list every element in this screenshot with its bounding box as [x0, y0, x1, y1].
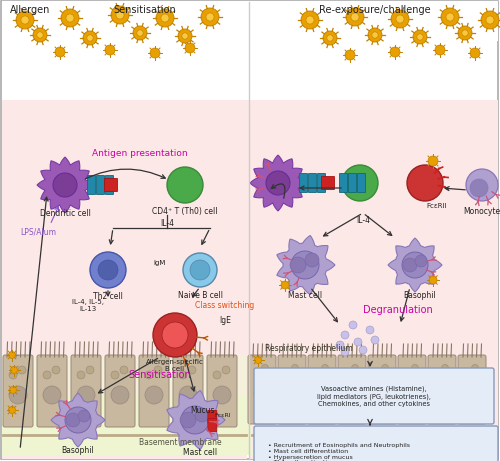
Circle shape: [9, 386, 27, 404]
Circle shape: [98, 260, 118, 280]
Circle shape: [9, 371, 17, 379]
Circle shape: [33, 28, 47, 42]
Circle shape: [161, 14, 169, 22]
Circle shape: [65, 407, 91, 433]
FancyBboxPatch shape: [173, 355, 203, 427]
FancyBboxPatch shape: [208, 419, 217, 431]
Circle shape: [417, 34, 423, 40]
Text: Allergen-specific
B cell: Allergen-specific B cell: [146, 359, 204, 372]
Polygon shape: [250, 155, 306, 211]
FancyBboxPatch shape: [254, 368, 494, 424]
Circle shape: [55, 47, 65, 57]
Circle shape: [156, 9, 174, 27]
FancyBboxPatch shape: [208, 410, 217, 423]
Circle shape: [458, 26, 472, 40]
Circle shape: [466, 169, 498, 201]
Circle shape: [213, 386, 231, 404]
Text: • Recruitment of Eosinophils and Neutrophils
• Mast cell differentiation
• Hyper: • Recruitment of Eosinophils and Neutrop…: [268, 443, 410, 461]
Circle shape: [413, 30, 427, 44]
Circle shape: [434, 385, 450, 401]
Circle shape: [382, 365, 388, 372]
Circle shape: [336, 341, 344, 349]
Text: IgE: IgE: [219, 315, 231, 325]
Circle shape: [346, 8, 364, 26]
Circle shape: [154, 366, 162, 374]
Polygon shape: [388, 238, 442, 292]
Circle shape: [105, 45, 115, 55]
Circle shape: [366, 326, 374, 334]
Circle shape: [305, 253, 319, 267]
Circle shape: [66, 413, 80, 427]
Circle shape: [281, 281, 289, 289]
Circle shape: [43, 371, 51, 379]
Text: IL-4: IL-4: [160, 219, 174, 227]
Circle shape: [464, 370, 471, 377]
Circle shape: [21, 16, 29, 24]
Circle shape: [195, 408, 209, 422]
Circle shape: [180, 412, 196, 428]
Circle shape: [441, 8, 459, 26]
Circle shape: [472, 365, 478, 372]
Circle shape: [462, 30, 468, 36]
Text: FcεRI: FcεRI: [214, 413, 232, 418]
Text: Sensitisation: Sensitisation: [128, 370, 192, 380]
Circle shape: [37, 32, 43, 38]
Circle shape: [407, 165, 443, 201]
Circle shape: [16, 11, 34, 29]
FancyBboxPatch shape: [88, 176, 96, 195]
Circle shape: [145, 386, 163, 404]
Circle shape: [162, 322, 188, 348]
Circle shape: [291, 251, 319, 279]
Circle shape: [284, 370, 292, 377]
Circle shape: [262, 365, 268, 372]
Circle shape: [53, 173, 77, 197]
Circle shape: [213, 371, 221, 379]
FancyBboxPatch shape: [308, 173, 316, 193]
FancyBboxPatch shape: [318, 173, 326, 193]
Circle shape: [349, 321, 357, 329]
FancyBboxPatch shape: [398, 355, 426, 424]
FancyBboxPatch shape: [3, 355, 33, 427]
FancyBboxPatch shape: [308, 355, 336, 424]
Circle shape: [372, 32, 378, 38]
Circle shape: [314, 370, 322, 377]
Circle shape: [351, 13, 359, 21]
FancyBboxPatch shape: [2, 395, 498, 455]
Text: Class switching: Class switching: [196, 301, 254, 309]
Text: Basement membrane: Basement membrane: [138, 437, 222, 447]
Circle shape: [254, 370, 262, 377]
Text: Monocyte: Monocyte: [464, 207, 500, 215]
Circle shape: [341, 348, 349, 356]
Circle shape: [402, 252, 428, 278]
Circle shape: [137, 30, 143, 36]
Text: Mast cell: Mast cell: [288, 290, 322, 300]
Circle shape: [435, 45, 445, 55]
Circle shape: [396, 15, 404, 23]
FancyBboxPatch shape: [250, 355, 498, 459]
Circle shape: [8, 351, 16, 359]
FancyBboxPatch shape: [104, 178, 118, 191]
Circle shape: [83, 31, 97, 45]
Circle shape: [8, 407, 16, 414]
Circle shape: [371, 336, 379, 344]
Circle shape: [429, 276, 437, 284]
Circle shape: [446, 13, 454, 21]
Circle shape: [314, 385, 330, 401]
FancyBboxPatch shape: [106, 176, 114, 195]
FancyBboxPatch shape: [348, 173, 356, 193]
FancyBboxPatch shape: [368, 355, 396, 424]
Circle shape: [90, 252, 126, 288]
Circle shape: [18, 366, 26, 374]
Circle shape: [306, 16, 314, 24]
Text: Th2 cell: Th2 cell: [93, 291, 123, 301]
Text: IgM: IgM: [154, 260, 166, 266]
Text: FcεRII: FcεRII: [427, 203, 448, 209]
FancyBboxPatch shape: [458, 355, 486, 424]
FancyBboxPatch shape: [338, 355, 366, 424]
Circle shape: [344, 370, 352, 377]
Text: Sensitisation: Sensitisation: [114, 5, 176, 15]
Circle shape: [222, 366, 230, 374]
FancyBboxPatch shape: [252, 280, 498, 450]
Circle shape: [284, 385, 300, 401]
